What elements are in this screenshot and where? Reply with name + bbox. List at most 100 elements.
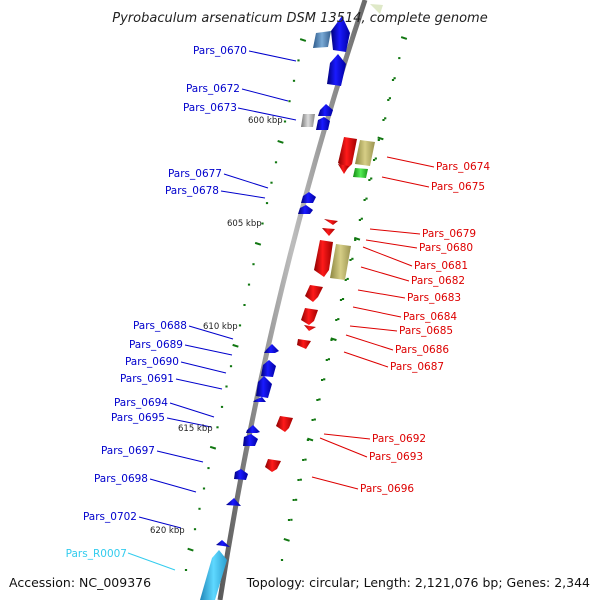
gene-label[interactable]: Pars_R0007 [66, 548, 127, 560]
gene-label[interactable]: Pars_0696 [360, 483, 414, 495]
track-tick [384, 117, 387, 120]
gene-label[interactable]: Pars_0685 [399, 325, 453, 337]
track-tick [220, 405, 224, 408]
track-tick [229, 365, 233, 368]
gene-label[interactable]: Pars_0672 [186, 83, 240, 95]
gene-label[interactable]: Pars_0702 [83, 511, 137, 523]
gene-block-fwd[interactable] [316, 117, 330, 130]
leader-line [237, 107, 297, 121]
track-tick [365, 197, 368, 200]
leader-line [365, 239, 418, 249]
gene-block-fwd[interactable] [253, 397, 266, 402]
track-tick [337, 318, 340, 321]
track-tick [351, 257, 354, 260]
gene-block-rev-olive[interactable] [330, 244, 351, 280]
gene-label[interactable]: Pars_0674 [436, 161, 490, 173]
track-tick [290, 518, 293, 521]
leader-line [169, 402, 215, 418]
gene-block-fwd-gray[interactable] [301, 114, 315, 127]
gene-label[interactable]: Pars_0698 [94, 473, 148, 485]
gene-label[interactable]: Pars_0697 [101, 445, 155, 457]
gene-block-rev[interactable] [314, 240, 333, 277]
gene-label[interactable]: Pars_0692 [372, 433, 426, 445]
gene-block-rna[interactable] [200, 550, 227, 600]
gene-block-rev[interactable] [324, 219, 338, 225]
gene-label[interactable]: Pars_0683 [407, 292, 461, 304]
gene-block-rev-faded[interactable] [370, 4, 383, 14]
gene-block-rev[interactable] [322, 228, 335, 236]
gene-label[interactable]: Pars_0684 [403, 311, 457, 323]
leader-line [241, 88, 289, 102]
gene-block-fwd[interactable] [234, 469, 248, 480]
gene-block-rev[interactable] [305, 285, 323, 302]
gene-block-rev-olive[interactable] [355, 140, 375, 166]
gene-block-rev[interactable] [276, 416, 293, 432]
track-tick [311, 419, 314, 421]
gene-label[interactable]: Pars_0689 [129, 339, 183, 351]
leader-line [349, 325, 398, 332]
track-tick [299, 38, 307, 42]
track-tick [388, 97, 391, 100]
track-tick [184, 569, 188, 571]
gene-block-rev[interactable] [304, 325, 316, 331]
gene-block-fwd[interactable] [261, 360, 276, 377]
track-tick [368, 179, 371, 181]
track-tick [207, 467, 210, 470]
gene-block-fwd[interactable] [298, 205, 313, 214]
leader-line [220, 190, 266, 199]
track-tick [363, 199, 366, 201]
leader-line [248, 50, 297, 62]
gene-block-fwd[interactable] [226, 498, 241, 506]
gene-block-rev-green[interactable] [353, 168, 368, 178]
gene-label[interactable]: Pars_0687 [390, 361, 444, 373]
gene-block-fwd[interactable] [264, 344, 279, 353]
dotted-tracks [184, 36, 408, 571]
leader-line [138, 516, 182, 529]
scale-label: 610 kbp [203, 322, 238, 332]
gene-block-rev[interactable] [301, 308, 318, 325]
gene-block-fwd[interactable] [331, 16, 350, 52]
track-tick [341, 298, 345, 300]
leader-line [188, 325, 234, 340]
leader-line [323, 433, 371, 440]
gene-label[interactable]: Pars_0679 [422, 228, 476, 240]
gene-label[interactable]: Pars_0678 [165, 185, 219, 197]
gene-label[interactable]: Pars_0686 [395, 344, 449, 356]
track-tick [330, 339, 333, 341]
gene-label[interactable]: Pars_0693 [369, 451, 423, 463]
gene-label[interactable]: Pars_0682 [411, 275, 465, 287]
leader-line [360, 266, 410, 282]
gene-block-rev[interactable] [297, 339, 311, 349]
gene-label[interactable]: Pars_0675 [431, 181, 485, 193]
gene-label[interactable]: Pars_0695 [111, 412, 165, 424]
gene-label[interactable]: Pars_0688 [133, 320, 187, 332]
gene-block-fwd[interactable] [313, 31, 331, 48]
gene-block-fwd[interactable] [246, 425, 260, 433]
leader-line [223, 173, 269, 189]
track-tick [370, 177, 373, 180]
genome-title: Pyrobaculum arsenaticum DSM 13514, compl… [112, 11, 487, 26]
gene-label[interactable]: Pars_0680 [419, 242, 473, 254]
track-tick [288, 100, 291, 103]
gene-block-rev[interactable] [265, 459, 281, 472]
gene-block-fwd[interactable] [216, 540, 230, 547]
gene-block-rev[interactable] [338, 164, 349, 174]
gene-block-fwd[interactable] [318, 104, 333, 116]
gene-label[interactable]: Pars_0681 [414, 260, 468, 272]
gene-label[interactable]: Pars_0694 [114, 397, 168, 409]
gene-label[interactable]: Pars_0670 [193, 45, 247, 57]
gene-block-rev[interactable] [338, 137, 357, 169]
gene-block-fwd[interactable] [243, 434, 258, 446]
gene-block-fwd[interactable] [327, 54, 346, 86]
gene-block-fwd[interactable] [256, 376, 272, 398]
track-tick [306, 439, 309, 441]
gene-label[interactable]: Pars_0677 [168, 168, 222, 180]
track-tick [299, 478, 302, 481]
gene-label[interactable]: Pars_0691 [120, 373, 174, 385]
gene-block-fwd[interactable] [301, 192, 316, 203]
gene-label[interactable]: Pars_0673 [183, 102, 237, 114]
leader-line [381, 176, 430, 188]
gene-label[interactable]: Pars_0690 [125, 356, 179, 368]
